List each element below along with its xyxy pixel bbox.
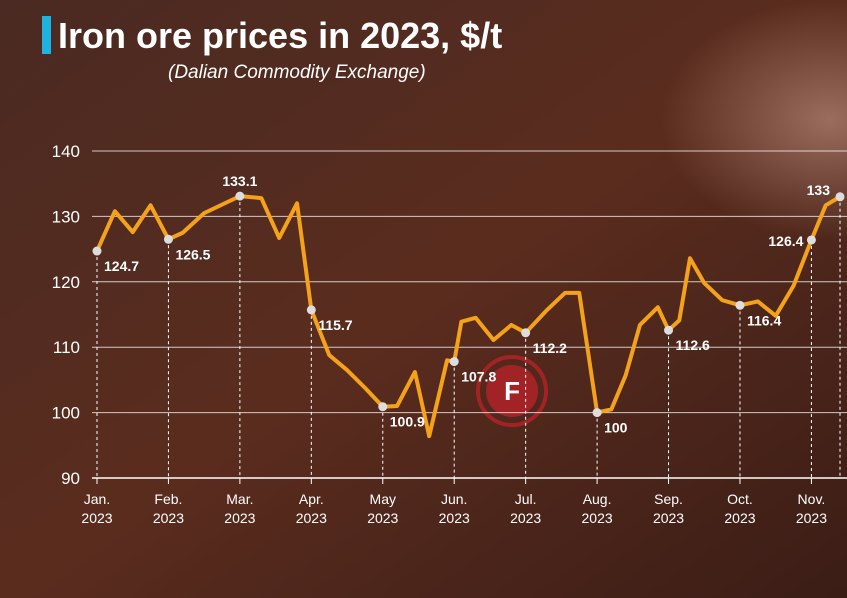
x-tick-label-line: Jul. [515,491,537,507]
value-label: 100.9 [390,414,425,430]
svg-text:F: F [504,376,520,406]
x-tick-label-line: 2023 [367,510,398,526]
data-point [449,357,459,367]
chart-subtitle: (Dalian Commodity Exchange) [168,62,426,83]
y-tick-label: 90 [61,469,80,488]
x-tick-label-line: Apr. [299,491,324,507]
x-tick-label-line: Sep. [654,491,683,507]
data-point [306,305,316,315]
y-tick-label: 110 [53,338,80,357]
x-tick-label-line: 2023 [296,510,327,526]
value-label: 100 [604,420,628,436]
data-point [835,192,845,202]
y-tick-label: 120 [52,273,80,292]
price-line [95,194,842,439]
x-tick-label: Jan. 2023 [81,491,112,526]
data-point [592,408,602,418]
x-tick-label-line: 2023 [724,510,755,526]
data-point [235,191,245,201]
y-tick-label: 130 [52,207,80,226]
x-tick-label-line: Mar. [226,491,253,507]
y-tick-label: 100 [52,404,80,423]
value-label: 133 [807,182,831,198]
x-tick-label-line: 2023 [653,510,684,526]
x-tick-label-line: 2023 [510,510,541,526]
x-tick-label: Nov. 2023 [796,491,827,526]
x-tick-label: Sep. 2023 [653,491,684,526]
x-tick-label: Aug. 2023 [582,491,613,526]
value-label: 124.7 [104,258,139,274]
watermark-logo: F [476,355,548,427]
value-label: 107.8 [461,369,496,385]
value-label: 112.6 [676,337,710,353]
x-tick-label-line: 2023 [796,510,827,526]
x-tick-label: May 2023 [367,491,398,526]
data-point [92,246,102,256]
x-tick-label-line: 2023 [439,510,470,526]
chart-title: Iron ore prices in 2023, $/t [58,15,502,56]
value-label: 126.4 [768,233,803,249]
x-tick-label-line: Aug. [583,491,612,507]
x-tick-label-line: 2023 [81,510,112,526]
data-point [735,300,745,310]
x-tick-label-line: 2023 [224,510,255,526]
data-point [521,328,531,338]
title-accent [42,16,51,54]
x-tick-label: Apr. 2023 [296,491,327,526]
x-tick-label: Oct. 2023 [724,491,755,526]
value-label: 116.4 [747,312,781,328]
x-tick-label-line: Nov. [798,491,826,507]
x-tick-label-line: May [370,491,396,507]
data-point [806,235,816,245]
x-tick-label-line: 2023 [582,510,613,526]
value-label: 112.2 [533,340,567,356]
data-point [378,402,388,412]
value-label: 126.5 [175,246,210,262]
value-label: 115.7 [318,317,352,333]
value-label: 133.1 [222,173,257,189]
x-tick-label-line: Jun. [441,491,467,507]
x-tick-label: Mar. 2023 [224,491,255,526]
x-tick-label: Jun. 2023 [439,491,470,526]
data-point [664,325,674,335]
x-tick-label-line: Oct. [727,491,753,507]
x-tick-label-line: 2023 [153,510,184,526]
x-tick-label: Jul. 2023 [510,491,541,526]
x-tick-label: Feb. 2023 [153,491,184,526]
x-tick-label-line: Feb. [154,491,182,507]
data-point [163,234,173,244]
x-tick-label-line: Jan. [84,491,110,507]
y-tick-label: 140 [52,142,80,161]
